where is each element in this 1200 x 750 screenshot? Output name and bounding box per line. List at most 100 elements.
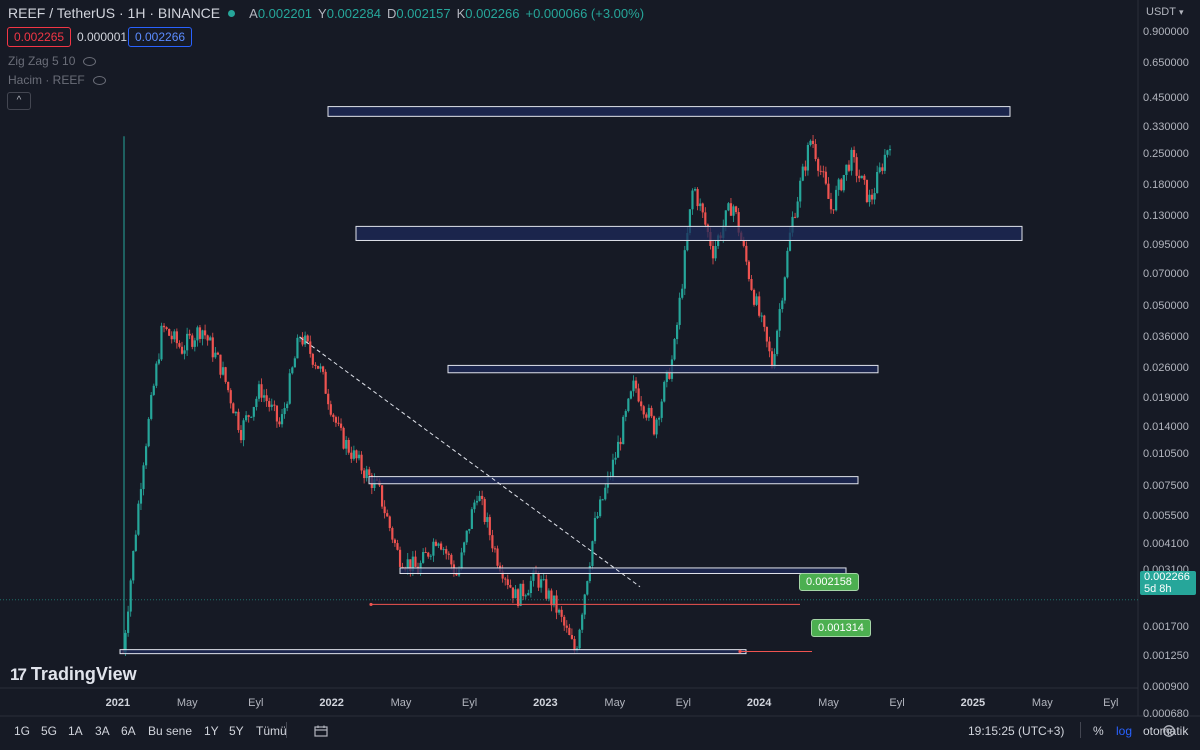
candle-body [642, 406, 645, 415]
level-anchor-dot[interactable] [738, 649, 742, 654]
candle-body [360, 454, 363, 471]
candle-body [388, 516, 391, 529]
candle-body [214, 352, 217, 358]
candle-body [827, 183, 830, 199]
candle-body [734, 206, 738, 213]
timeframe-button[interactable]: 1G [14, 724, 31, 738]
percent-scale-toggle[interactable]: % [1093, 724, 1104, 738]
ohlc-low-key: D [386, 6, 397, 21]
symbol-title[interactable]: REEF / TetherUS · 1H · BINANCE [8, 5, 221, 21]
zone-rectangle[interactable] [327, 106, 1011, 117]
candle-body [409, 559, 412, 572]
candle-body [447, 553, 450, 555]
candle-body [363, 470, 366, 479]
candle-body [391, 528, 394, 540]
candle-body [652, 416, 656, 435]
time-tick-label: May [818, 697, 839, 709]
calendar-range-icon[interactable] [314, 725, 328, 737]
candle-body [219, 354, 222, 375]
candle-body [840, 179, 843, 191]
price-tick-label: 0.070000 [1143, 268, 1189, 281]
timeframe-button[interactable]: 6A [121, 724, 136, 738]
sell-price-button[interactable]: 0.002265 [7, 27, 72, 47]
timeframe-button[interactable]: 5Y [229, 724, 244, 738]
candle-body [475, 500, 479, 503]
candle-body [665, 370, 668, 382]
candle-body [321, 366, 325, 372]
auto-scale-toggle[interactable]: otomatik [1143, 724, 1189, 738]
candle-body [142, 465, 145, 490]
price-tick-label: 0.007500 [1143, 480, 1189, 493]
eye-off-icon[interactable] [92, 76, 106, 85]
candle-body [278, 421, 281, 425]
candle-body [806, 144, 810, 171]
trendline[interactable] [299, 337, 641, 588]
candle-body [439, 543, 443, 550]
symbol-header[interactable]: REEF / TetherUS · 1H · BINANCE A0.002201 Y… [8, 5, 644, 21]
time-tick-label: Eyl [248, 697, 264, 709]
candle-body [860, 175, 863, 179]
candle-body [134, 534, 137, 551]
zone-rectangle[interactable] [447, 364, 879, 374]
indicator-zigzag[interactable]: Zig Zag 5 10 [8, 54, 97, 68]
candle-body [511, 587, 515, 599]
timeframe-button[interactable]: 3A [95, 724, 110, 738]
buy-price-button[interactable]: 0.002266 [128, 27, 193, 47]
zone-rectangle[interactable] [355, 225, 1023, 241]
price-tick-label: 0.650000 [1143, 56, 1189, 69]
timeframe-button[interactable]: 1A [68, 724, 83, 738]
candle-body [711, 245, 715, 259]
candle-body [814, 143, 817, 160]
level-label-2[interactable]: 0.001314 [811, 619, 871, 637]
candle-body [311, 353, 314, 365]
candle-body [622, 416, 625, 445]
candle-body [211, 337, 214, 358]
candle-body [162, 325, 166, 328]
indicator-volume[interactable]: Hacim · REEF [8, 73, 106, 87]
timeframe-button[interactable]: Bu sene [148, 724, 193, 738]
candle-body [829, 198, 833, 210]
clock-timezone[interactable]: 19:15:25 (UTC+3) [968, 724, 1065, 738]
candle-body [509, 585, 512, 588]
level-anchor-dot[interactable] [369, 602, 373, 607]
candle-body [845, 164, 848, 176]
timeframe-button[interactable]: Tümü [256, 724, 287, 738]
candle-body [252, 406, 255, 417]
candle-body [411, 556, 414, 572]
ohlc-close-value: 0.002266 [465, 6, 520, 21]
price-tick-label: 0.130000 [1143, 209, 1189, 222]
candle-body [196, 327, 199, 341]
zone-rectangle[interactable] [119, 649, 747, 655]
candle-body [619, 441, 622, 445]
spread-value: 0.000001 [77, 30, 128, 44]
candle-body [393, 539, 397, 544]
eye-off-icon[interactable] [83, 57, 97, 66]
candle-body [870, 194, 874, 200]
candle-body [306, 335, 309, 342]
candle-body [229, 390, 232, 404]
candle-body [283, 408, 286, 415]
candle-body [557, 609, 561, 613]
candle-body [714, 246, 717, 259]
log-scale-toggle[interactable]: log [1116, 724, 1133, 738]
collapse-legend-button[interactable]: ^ [7, 92, 31, 110]
candle-body [398, 549, 402, 567]
candle-body [793, 216, 797, 218]
timeframe-button[interactable]: 1Y [204, 724, 219, 738]
level-label-1[interactable]: 0.002158 [799, 573, 859, 591]
candle-body [693, 189, 697, 191]
candle-body [188, 333, 191, 336]
candle-body [699, 203, 702, 207]
gear-icon[interactable] [1162, 724, 1176, 738]
price-tick-label: 0.036000 [1143, 331, 1189, 344]
candle-body [596, 516, 599, 519]
candle-body [801, 166, 804, 181]
zone-rectangle[interactable] [368, 476, 859, 485]
zone-rectangle[interactable] [399, 567, 847, 574]
candle-body [201, 330, 204, 339]
currency-selector[interactable]: USDT [1146, 6, 1183, 18]
timeframe-button[interactable]: 5G [41, 724, 58, 738]
time-tick-label: May [390, 697, 412, 709]
candle-body [465, 530, 468, 543]
